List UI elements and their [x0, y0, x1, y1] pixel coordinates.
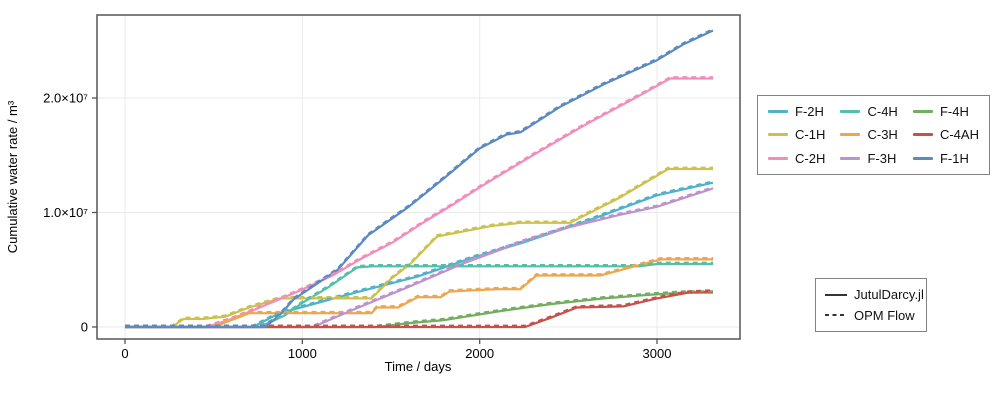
- legend-item-f-1h: F-1H: [912, 150, 979, 166]
- plot-generated: 0 1000 2000 3000 0 1.0×10⁷ 2.0×10⁷: [43, 14, 741, 361]
- legend-swatch-c-4ah: [912, 133, 933, 137]
- legend-label: F-2H: [795, 104, 824, 120]
- legend-swatch-c-2h: [768, 156, 788, 160]
- legend-item-f-2h: F-2H: [768, 104, 825, 119]
- legend-swatch-f-4h: [912, 110, 933, 114]
- legend-label: F-1H: [939, 150, 969, 166]
- legend-swatch-f-3h: [840, 156, 861, 160]
- legend-label: F-3H: [867, 150, 897, 166]
- series-line-opm-f-2h: [125, 180, 714, 327]
- legend-item-c-2h: C-2H: [768, 151, 825, 166]
- legend-item-c-4h: C-4H: [840, 104, 898, 120]
- legend-item-c-3h: C-3H: [840, 127, 898, 143]
- y-tick-label: 1.0×10⁷: [43, 205, 88, 220]
- series-line-f-4h: [125, 291, 713, 329]
- solid-line-swatch: [825, 293, 847, 297]
- series-line-opm-c-3h: [125, 257, 713, 327]
- dashed-line-swatch: [825, 313, 847, 317]
- series-line-c-4ah: [125, 290, 714, 329]
- legend-item-c-1h: C-1H: [768, 127, 825, 142]
- series-line-opm-c-4h: [125, 261, 713, 327]
- series-line-opm-f-4h: [125, 290, 713, 327]
- series-line-c-2h: [125, 77, 713, 329]
- legend-label: C-1H: [795, 127, 826, 143]
- y-tick-label: 2.0×10⁷: [43, 91, 88, 106]
- series-line-f-3h: [125, 187, 714, 329]
- plot-frame: [96, 14, 741, 340]
- y-tick-label: 0: [81, 319, 88, 334]
- legend-item-f-4h: F-4H: [912, 104, 979, 120]
- legend-label: C-3H: [867, 127, 898, 143]
- legend-item-jutuldarcy-jl: JutulDarcy.jl: [825, 287, 924, 302]
- x-tick-label: 2000: [465, 346, 494, 361]
- legend-item-c-4ah: C-4AH: [912, 127, 979, 143]
- series-dashed-opm-flow: [125, 28, 714, 327]
- legend-label: C-4AH: [939, 127, 979, 143]
- x-axis-label: Time / days: [385, 359, 452, 374]
- simulator-legend: JutulDarcy.jl OPM Flow: [815, 278, 927, 332]
- series-line-f-1h: [125, 29, 714, 329]
- series-line-opm-f-1h: [125, 28, 714, 327]
- legend-swatch-c-1h: [768, 133, 788, 137]
- legend-swatch-c-4h: [840, 110, 861, 114]
- series-line-opm-c-4ah: [125, 289, 714, 327]
- legend-label: C-2H: [795, 150, 826, 166]
- legend-item-f-3h: F-3H: [840, 151, 897, 166]
- legend-label: JutulDarcy.jl: [854, 287, 924, 303]
- series-solid-jutuldarcy: [125, 29, 714, 329]
- series-line-c-3h: [125, 258, 713, 329]
- series-line-f-2h: [125, 181, 714, 329]
- gridlines: [97, 15, 740, 339]
- wells-legend: F-2H C-1H C-2H C-4H C-3H F-3H F-4H C-4AH F-1H: [757, 95, 990, 175]
- legend-label: F-4H: [939, 104, 969, 120]
- legend-swatch-f-2h: [768, 110, 788, 114]
- legend-label: OPM Flow: [854, 307, 915, 323]
- x-tick-label: 3000: [643, 346, 672, 361]
- legend-swatch-c-3h: [840, 133, 861, 137]
- legend-label: C-4H: [867, 104, 898, 120]
- series-line-opm-c-1h: [125, 166, 713, 327]
- axis-ticks: 0 1000 2000 3000 0 1.0×10⁷ 2.0×10⁷: [43, 91, 671, 361]
- series-line-c-1h: [125, 167, 713, 329]
- series-line-opm-c-2h: [125, 76, 713, 327]
- x-tick-label: 0: [121, 346, 128, 361]
- y-axis-label: Cumulative water rate / m³: [5, 100, 20, 253]
- legend-swatch-f-1h: [912, 156, 933, 160]
- series-line-opm-f-3h: [125, 186, 714, 327]
- x-tick-label: 1000: [288, 346, 317, 361]
- legend-item-opm-flow: OPM Flow: [825, 308, 917, 323]
